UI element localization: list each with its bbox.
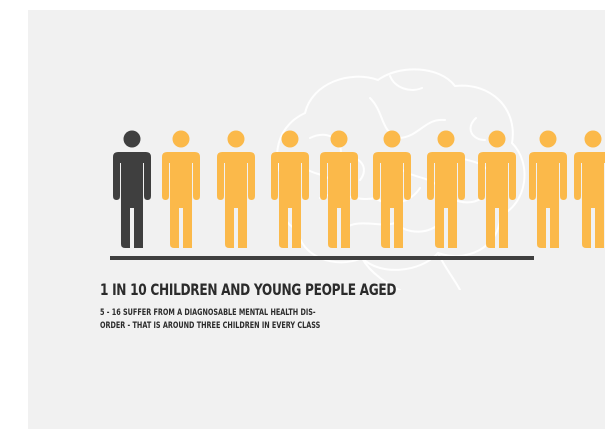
body-text: 5 - 16 SUFFER FROM A DIAGNOSABLE MENTAL … [100, 307, 320, 333]
person-icon [270, 130, 310, 248]
body-line: ORDER - THAT IS AROUND THREE CHILDREN IN… [100, 321, 321, 331]
person-icon [216, 130, 256, 248]
body-line: 5 - 16 SUFFER FROM A DIAGNOSABLE MENTAL … [100, 308, 316, 318]
infographic-panel: 1 IN 10 CHILDREN AND YOUNG PEOPLE AGED 5… [28, 10, 605, 429]
person-icon-highlighted [112, 130, 152, 248]
divider-line [110, 256, 534, 260]
person-icon [426, 130, 466, 248]
person-icon [573, 130, 605, 248]
person-icon [161, 130, 201, 248]
person-icon [477, 130, 517, 248]
headline: 1 IN 10 CHILDREN AND YOUNG PEOPLE AGED [100, 280, 397, 299]
person-icon [372, 130, 412, 248]
people-row [28, 10, 605, 270]
person-icon [319, 130, 359, 248]
person-icon [528, 130, 568, 248]
